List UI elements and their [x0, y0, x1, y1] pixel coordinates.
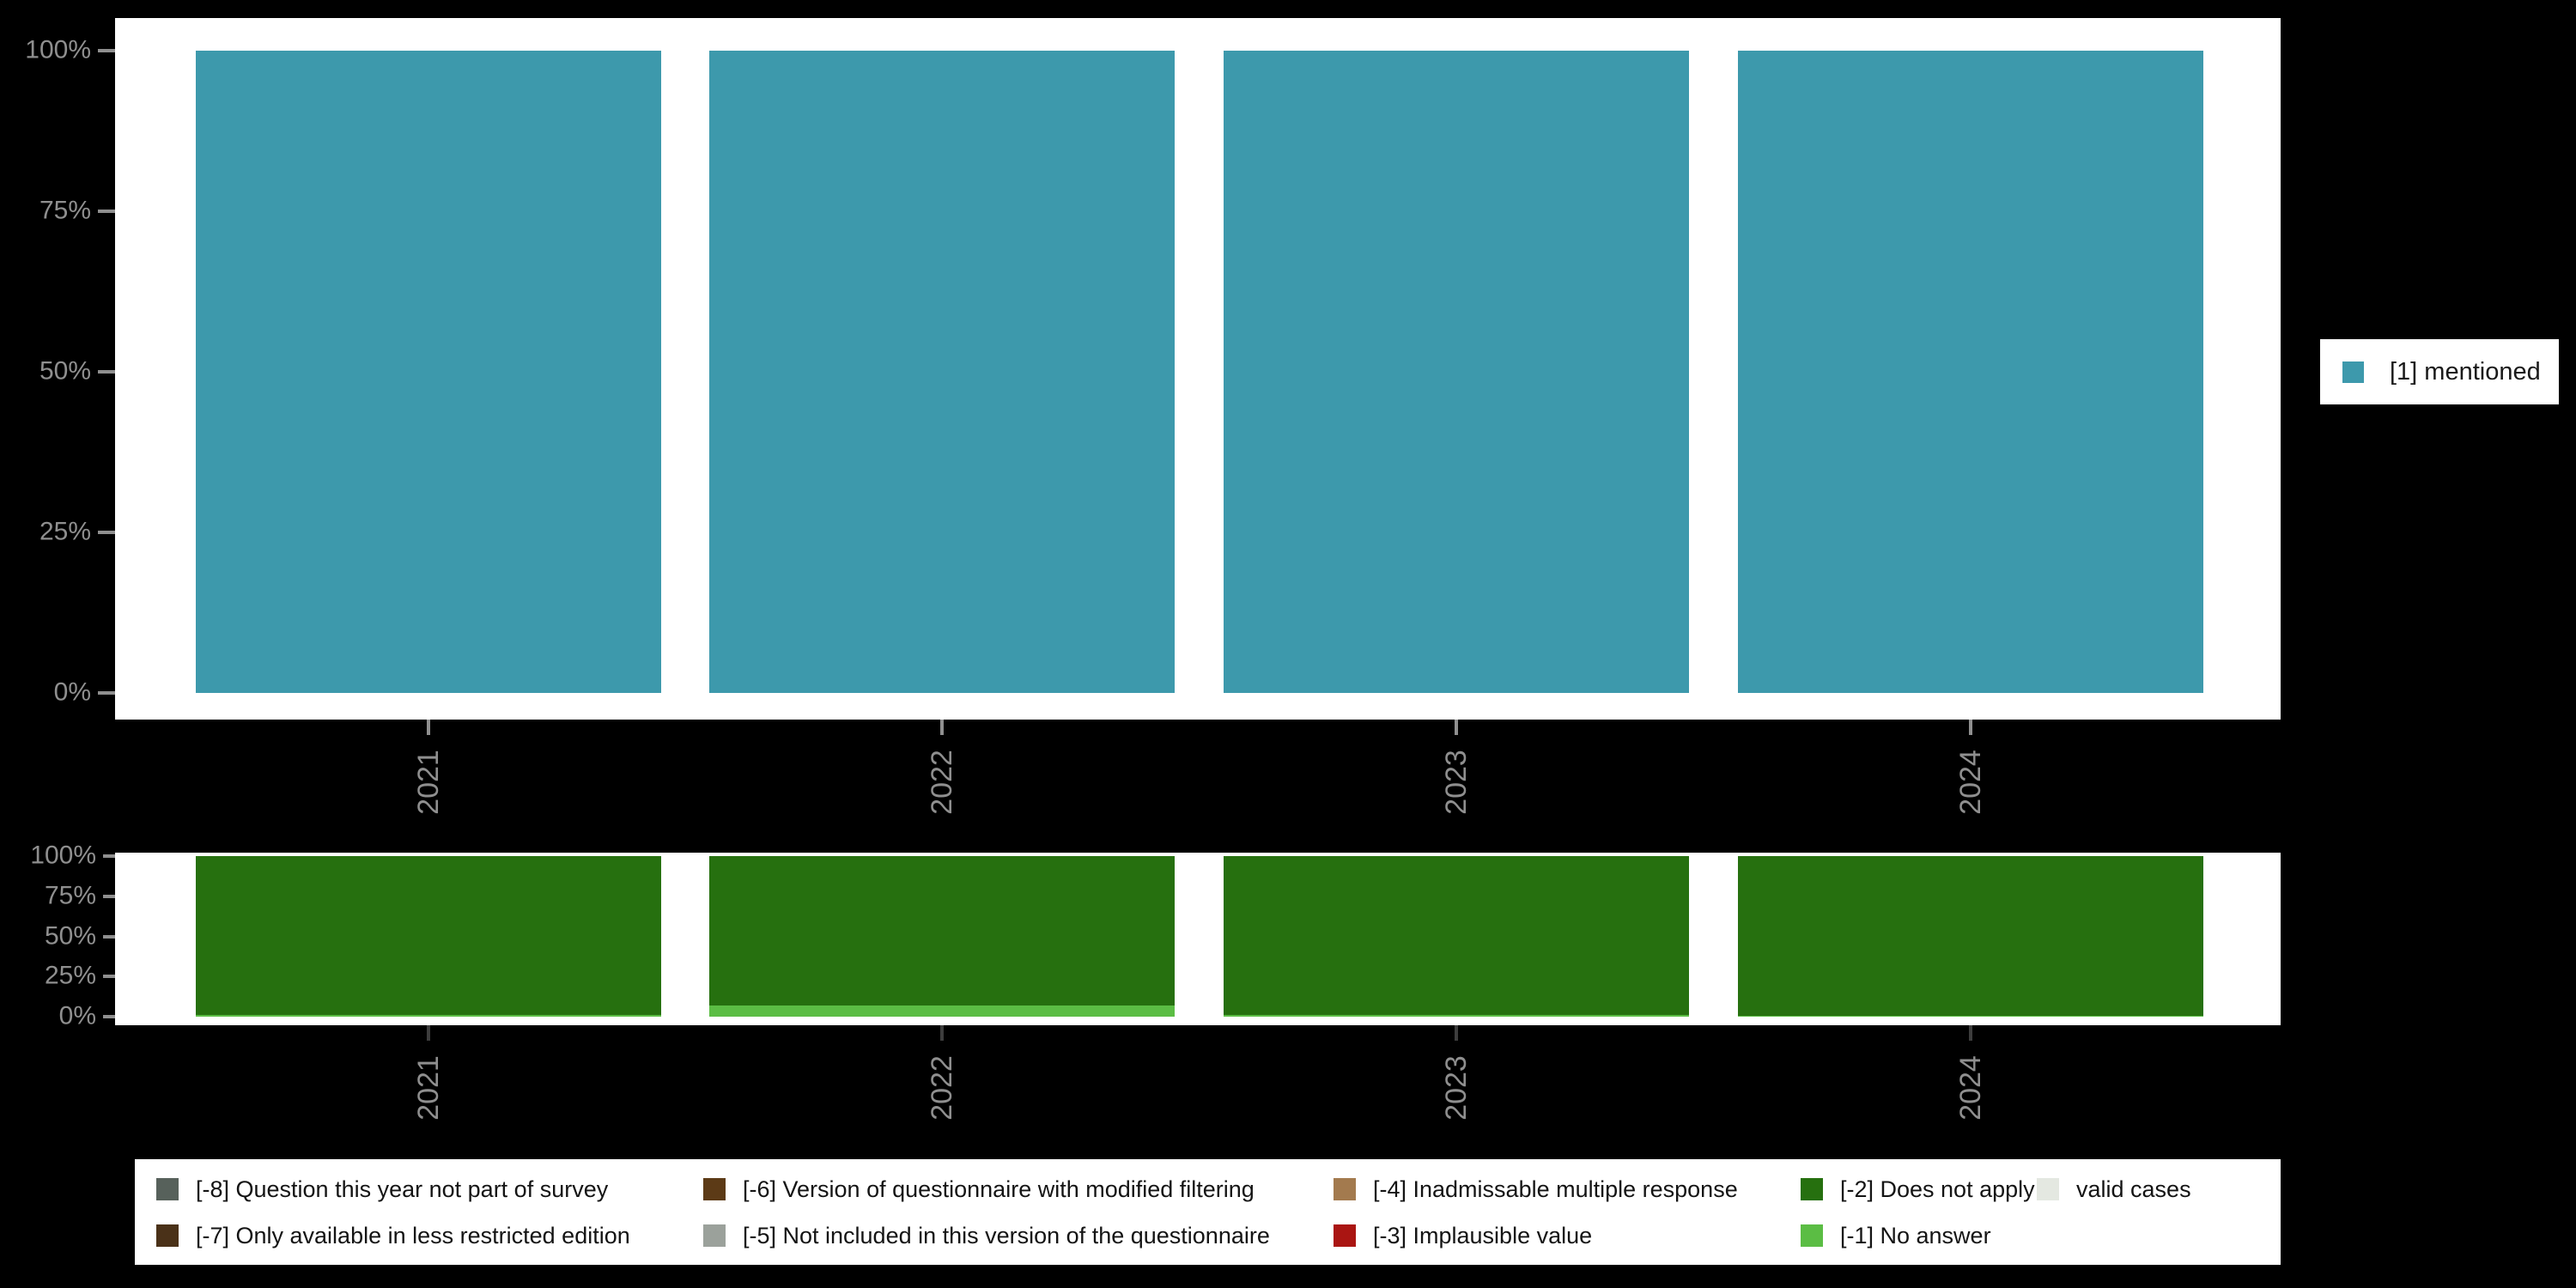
bottom-x-tick-label: 2024 [1954, 1055, 1987, 1121]
missing-values-legend: [-8] Question this year not part of surv… [135, 1159, 2281, 1265]
missing-legend-swatch [1801, 1178, 1823, 1200]
bottom-bar-segment-2022 [709, 856, 1175, 1005]
top-x-tick-label: 2022 [926, 750, 958, 815]
bottom-y-tick-mark [103, 854, 115, 858]
top-y-tick-mark [98, 49, 115, 52]
missing-legend-label: [-3] Implausible value [1373, 1222, 1593, 1249]
missing-legend-item: [-3] Implausible value [1334, 1224, 1592, 1247]
bottom-x-tick-mark [427, 1025, 430, 1041]
bottom-y-tick-mark [103, 934, 115, 939]
missing-legend-item: [-4] Inadmissable multiple response [1334, 1176, 1738, 1202]
mentioned-swatch [2342, 361, 2364, 383]
bottom-x-tick-label: 2021 [412, 1055, 445, 1121]
bottom-x-tick-label: 2023 [1440, 1055, 1473, 1121]
top-x-tick-label: 2024 [1954, 750, 1987, 815]
bottom-x-tick-label: 2022 [926, 1055, 958, 1121]
missing-legend-label: [-2] Does not apply [1840, 1176, 2035, 1202]
bottom-y-tick-label: 25% [44, 961, 96, 990]
top-y-tick-mark [98, 210, 115, 213]
top-y-tick-label: 50% [39, 356, 91, 386]
missing-legend-item: [-7] Only available in less restricted e… [156, 1224, 630, 1247]
bottom-y-tick-label: 100% [30, 841, 96, 870]
bottom-y-tick-mark [103, 975, 115, 979]
top-bar-segment-2024 [1738, 51, 2203, 693]
missing-legend-label: [-7] Only available in less restricted e… [196, 1222, 630, 1249]
top-chart-legend: [1] mentioned [2320, 339, 2559, 404]
bottom-x-tick-mark [940, 1025, 944, 1041]
mentioned-label: [1] mentioned [2390, 357, 2541, 386]
top-y-tick-label: 75% [39, 196, 91, 225]
missing-legend-item: [-5] Not included in this version of the… [703, 1224, 1270, 1247]
missing-legend-item: [-8] Question this year not part of surv… [156, 1176, 609, 1202]
missing-legend-swatch [703, 1224, 726, 1247]
top-bar-segment-2023 [1224, 51, 1689, 693]
top-y-tick-label: 25% [39, 517, 91, 546]
bottom-y-tick-label: 50% [44, 920, 96, 950]
missing-legend-item: [-2] Does not apply [1801, 1176, 2035, 1202]
missing-legend-swatch [156, 1178, 179, 1200]
bottom-bar-segment-2023 [1224, 856, 1689, 1016]
bottom-y-tick-mark [103, 1015, 115, 1018]
bottom-x-tick-mark [1455, 1025, 1458, 1041]
missing-legend-swatch [1801, 1224, 1823, 1247]
missing-legend-label: [-6] Version of questionnaire with modif… [743, 1176, 1255, 1202]
top-x-tick-mark [940, 720, 944, 735]
top-y-tick-label: 0% [53, 677, 91, 707]
top-bar-segment-2022 [709, 51, 1175, 693]
top-x-tick-mark [1455, 720, 1458, 735]
missing-legend-label: [-5] Not included in this version of the… [743, 1222, 1270, 1249]
bottom-bar-segment-2021 [196, 856, 661, 1015]
top-bar-segment-2021 [196, 51, 661, 693]
bottom-bar-segment-2022 [709, 1005, 1175, 1017]
bottom-y-tick-label: 0% [58, 1001, 96, 1030]
bottom-x-tick-mark [1969, 1025, 1972, 1041]
missing-legend-swatch [156, 1224, 179, 1247]
missing-legend-item: valid cases [2037, 1176, 2191, 1202]
bottom-bar-segment-2024 [1738, 1016, 2203, 1017]
missing-legend-label: [-1] No answer [1840, 1222, 1991, 1249]
top-y-tick-mark [98, 370, 115, 374]
bottom-y-tick-mark [103, 894, 115, 898]
missing-legend-label: [-8] Question this year not part of surv… [196, 1176, 609, 1202]
missing-legend-item: [-6] Version of questionnaire with modif… [703, 1176, 1255, 1202]
bottom-bar-segment-2021 [196, 1014, 661, 1017]
missing-legend-swatch [703, 1178, 726, 1200]
top-x-tick-label: 2021 [412, 750, 445, 815]
missing-legend-swatch [1334, 1178, 1356, 1200]
top-y-tick-label: 100% [25, 35, 91, 64]
top-y-tick-mark [98, 691, 115, 695]
bottom-bar-segment-2023 [1224, 1015, 1689, 1017]
missing-legend-item: [-1] No answer [1801, 1224, 1991, 1247]
top-x-tick-mark [427, 720, 430, 735]
bottom-bar-segment-2024 [1738, 856, 2203, 1017]
missing-legend-swatch [2037, 1178, 2059, 1200]
missing-legend-label: [-4] Inadmissable multiple response [1373, 1176, 1738, 1202]
top-x-tick-label: 2023 [1440, 750, 1473, 815]
missing-legend-label: valid cases [2076, 1176, 2191, 1202]
top-x-tick-mark [1969, 720, 1972, 735]
bottom-y-tick-label: 75% [44, 881, 96, 910]
missing-legend-swatch [1334, 1224, 1356, 1247]
top-y-tick-mark [98, 531, 115, 534]
